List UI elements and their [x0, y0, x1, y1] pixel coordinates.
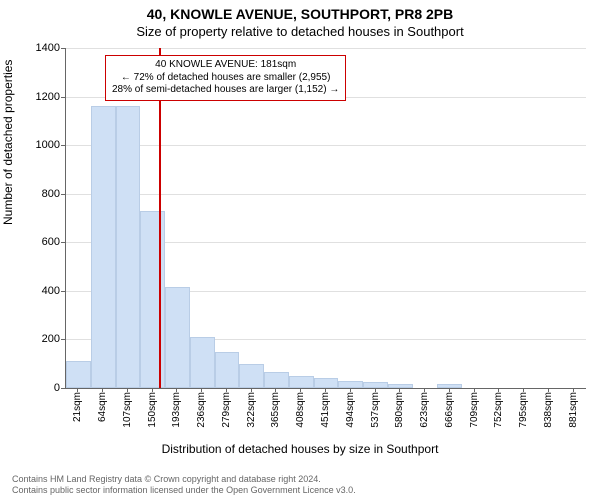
xtick-label: 236sqm: [196, 392, 207, 442]
histogram-bar: [437, 384, 462, 388]
ytick-mark: [61, 291, 65, 292]
histogram-bar: [314, 378, 339, 388]
annotation-line-1: 40 KNOWLE AVENUE: 181sqm: [112, 59, 339, 72]
histogram-bar: [289, 376, 314, 388]
xtick-label: 365sqm: [270, 392, 281, 442]
xtick-mark: [523, 388, 524, 392]
histogram-bar: [140, 211, 165, 388]
histogram-bar: [66, 361, 91, 388]
ytick-label: 200: [10, 333, 60, 345]
xtick-label: 709sqm: [469, 392, 480, 442]
xtick-mark: [152, 388, 153, 392]
histogram-bar: [338, 381, 363, 388]
ytick-label: 600: [10, 236, 60, 248]
xtick-mark: [127, 388, 128, 392]
xtick-mark: [449, 388, 450, 392]
xtick-label: 494sqm: [345, 392, 356, 442]
histogram-bar: [116, 106, 141, 388]
x-axis-label: Distribution of detached houses by size …: [0, 442, 600, 456]
chart-title-sub: Size of property relative to detached ho…: [0, 24, 600, 39]
xtick-mark: [424, 388, 425, 392]
ytick-label: 1000: [10, 139, 60, 151]
xtick-label: 21sqm: [72, 392, 83, 442]
xtick-mark: [498, 388, 499, 392]
ytick-mark: [61, 194, 65, 195]
xtick-mark: [399, 388, 400, 392]
histogram-bar: [215, 352, 240, 388]
annotation-box: 40 KNOWLE AVENUE: 181sqm← 72% of detache…: [105, 55, 346, 101]
xtick-label: 451sqm: [320, 392, 331, 442]
xtick-label: 322sqm: [246, 392, 257, 442]
chart-title-main: 40, KNOWLE AVENUE, SOUTHPORT, PR8 2PB: [0, 6, 600, 22]
xtick-label: 193sqm: [171, 392, 182, 442]
xtick-label: 881sqm: [568, 392, 579, 442]
histogram-bar: [239, 364, 264, 388]
footer-line-2: Contains public sector information licen…: [12, 485, 356, 496]
xtick-mark: [176, 388, 177, 392]
histogram-bar: [190, 337, 215, 388]
xtick-mark: [573, 388, 574, 392]
xtick-mark: [300, 388, 301, 392]
xtick-label: 279sqm: [221, 392, 232, 442]
xtick-mark: [275, 388, 276, 392]
xtick-label: 795sqm: [518, 392, 529, 442]
histogram-bar: [165, 287, 190, 388]
annotation-line-3: 28% of semi-detached houses are larger (…: [112, 84, 339, 97]
footer-line-1: Contains HM Land Registry data © Crown c…: [12, 474, 356, 485]
xtick-mark: [102, 388, 103, 392]
xtick-mark: [325, 388, 326, 392]
xtick-label: 580sqm: [394, 392, 405, 442]
ytick-label: 1400: [10, 42, 60, 54]
ytick-label: 800: [10, 188, 60, 200]
histogram-bar: [264, 372, 289, 388]
histogram-chart: 40, KNOWLE AVENUE, SOUTHPORT, PR8 2PB Si…: [0, 0, 600, 500]
ytick-mark: [61, 242, 65, 243]
ytick-label: 0: [10, 382, 60, 394]
ytick-mark: [61, 48, 65, 49]
xtick-label: 537sqm: [370, 392, 381, 442]
xtick-label: 666sqm: [444, 392, 455, 442]
xtick-mark: [251, 388, 252, 392]
xtick-label: 623sqm: [419, 392, 430, 442]
footer-attribution: Contains HM Land Registry data © Crown c…: [12, 474, 356, 497]
xtick-label: 150sqm: [147, 392, 158, 442]
histogram-bar: [91, 106, 116, 388]
gridline-h: [66, 194, 586, 195]
xtick-mark: [226, 388, 227, 392]
xtick-label: 408sqm: [295, 392, 306, 442]
xtick-mark: [77, 388, 78, 392]
ytick-label: 1200: [10, 91, 60, 103]
xtick-label: 752sqm: [493, 392, 504, 442]
xtick-label: 64sqm: [97, 392, 108, 442]
annotation-line-2: ← 72% of detached houses are smaller (2,…: [112, 72, 339, 85]
xtick-mark: [375, 388, 376, 392]
ytick-mark: [61, 97, 65, 98]
xtick-mark: [474, 388, 475, 392]
ytick-mark: [61, 339, 65, 340]
gridline-h: [66, 145, 586, 146]
xtick-mark: [350, 388, 351, 392]
ytick-label: 400: [10, 285, 60, 297]
xtick-mark: [548, 388, 549, 392]
histogram-bar: [363, 382, 388, 388]
ytick-mark: [61, 388, 65, 389]
ytick-mark: [61, 145, 65, 146]
xtick-label: 107sqm: [122, 392, 133, 442]
xtick-label: 838sqm: [543, 392, 554, 442]
gridline-h: [66, 48, 586, 49]
xtick-mark: [201, 388, 202, 392]
